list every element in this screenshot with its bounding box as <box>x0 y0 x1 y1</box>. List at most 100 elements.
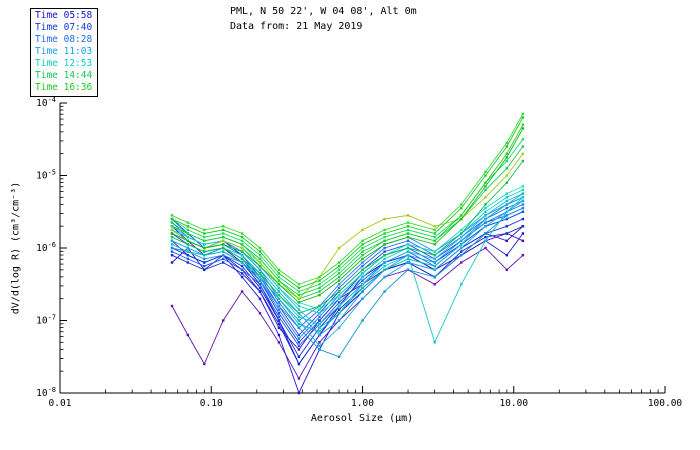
series-line <box>171 124 524 296</box>
series-marker <box>406 232 410 235</box>
series-marker <box>297 362 301 366</box>
series-marker <box>521 206 525 210</box>
series-marker <box>240 250 244 253</box>
series-marker <box>258 257 262 261</box>
series-marker <box>383 239 386 242</box>
series-marker <box>258 268 262 271</box>
series-marker <box>203 232 206 235</box>
x-axis-label: Aerosol Size (μm) <box>310 413 414 424</box>
series-marker <box>297 286 301 290</box>
series-marker <box>505 167 508 170</box>
series-marker <box>433 254 436 257</box>
legend-item: Time 16:36 <box>35 82 93 93</box>
series-marker <box>203 243 206 246</box>
series-marker <box>433 235 436 239</box>
series-marker <box>170 225 174 228</box>
series-marker <box>318 315 321 319</box>
series-marker <box>277 275 281 279</box>
series-marker <box>277 272 281 275</box>
series-marker <box>337 279 341 282</box>
legend-item: Time 08:28 <box>35 34 93 45</box>
series-marker <box>521 203 525 206</box>
series-marker <box>433 225 436 228</box>
series-marker <box>337 308 341 311</box>
series-marker <box>258 275 262 279</box>
x-tick-label: 1.00 <box>351 398 374 409</box>
series-marker <box>170 246 174 250</box>
series-marker <box>361 290 364 293</box>
series-marker <box>170 239 174 242</box>
plot-title: PML, N 50 22', W 04 08', Alt 0m <box>230 6 417 17</box>
series-marker <box>460 239 463 242</box>
series-marker <box>433 261 436 264</box>
series-marker <box>406 221 410 224</box>
series-marker <box>222 257 225 261</box>
series-marker <box>484 181 487 184</box>
series-marker <box>170 243 174 246</box>
series-marker <box>277 341 281 344</box>
series-marker <box>337 355 341 358</box>
series-marker <box>505 214 508 217</box>
series-marker <box>170 232 174 235</box>
series-marker <box>240 290 244 293</box>
series-marker <box>505 232 508 235</box>
series-marker <box>186 239 189 242</box>
series-marker <box>277 315 281 319</box>
series-marker <box>318 304 321 308</box>
x-tick-label: 0.01 <box>49 398 72 409</box>
series-marker <box>258 272 262 275</box>
series-marker <box>383 235 386 239</box>
series-marker <box>406 268 410 271</box>
series-marker <box>240 275 244 279</box>
series-marker <box>460 254 463 257</box>
series-marker <box>297 312 301 315</box>
series-marker <box>170 228 174 232</box>
series-marker <box>186 235 189 239</box>
series-marker <box>258 283 262 286</box>
series-marker <box>222 225 225 228</box>
series-marker <box>361 272 364 275</box>
series-marker <box>240 264 244 268</box>
series-marker <box>484 235 487 239</box>
series-marker <box>521 138 525 141</box>
series-marker <box>521 145 525 148</box>
series-marker <box>297 344 301 348</box>
series-marker <box>240 243 244 246</box>
series-marker <box>297 315 301 319</box>
series-marker <box>406 254 410 257</box>
series-marker <box>297 337 301 340</box>
series-marker <box>484 214 487 217</box>
series-marker <box>297 301 301 304</box>
series-marker <box>258 246 262 250</box>
series-marker <box>484 203 487 206</box>
series-marker <box>318 319 321 322</box>
series-marker <box>460 283 463 286</box>
series-marker <box>505 199 508 203</box>
series-marker <box>318 290 321 293</box>
series-marker <box>222 246 225 250</box>
series-marker <box>337 297 341 300</box>
series-marker <box>505 174 508 177</box>
series-marker <box>297 308 301 311</box>
series-marker <box>203 257 206 261</box>
series-marker <box>222 235 225 239</box>
series-marker <box>297 297 301 300</box>
series-marker <box>203 228 206 232</box>
series-marker <box>277 279 281 282</box>
series-marker <box>406 225 410 228</box>
series-marker <box>203 268 206 271</box>
series-marker <box>240 239 244 242</box>
series-marker <box>222 319 225 322</box>
series-line <box>171 153 524 300</box>
series-marker <box>484 232 487 235</box>
series-marker <box>521 152 525 155</box>
series-marker <box>277 333 281 337</box>
series-marker <box>277 283 281 286</box>
series-marker <box>361 228 364 232</box>
series-marker <box>460 232 463 235</box>
series-marker <box>383 250 386 253</box>
series-marker <box>484 210 487 213</box>
series-marker <box>240 272 244 275</box>
series-marker <box>258 261 262 264</box>
series-line <box>171 218 524 358</box>
